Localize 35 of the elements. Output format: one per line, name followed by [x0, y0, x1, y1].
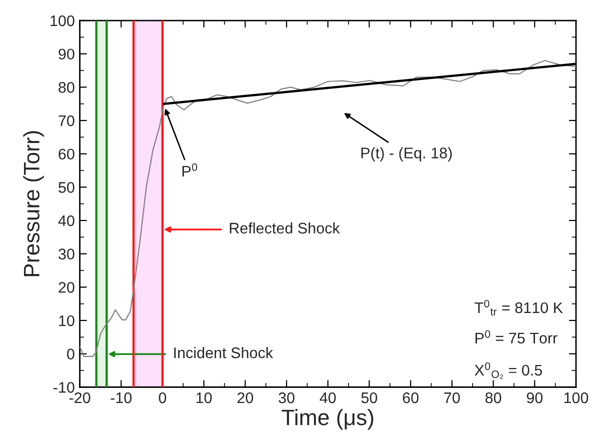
x-tick-label: 0: [158, 392, 166, 404]
y-tick-label: 40: [58, 215, 74, 226]
y-tick-label: 90: [58, 48, 74, 60]
x-axis-title: Time (μs): [282, 409, 374, 430]
y-tick-label: 70: [58, 115, 74, 126]
y-tick-label: 0: [67, 348, 74, 360]
x-tick-label: -20: [69, 392, 90, 404]
ref-line-label: Reflected Shock: [230, 222, 340, 234]
annotation: X$^{0}$$_{O₂}$ = 0.5: [474, 362, 542, 379]
annotation: T$^{0}$$_{tr}$ = 8110 K: [474, 300, 563, 316]
y-axis-title: Pressure (Torr): [23, 131, 44, 276]
x-tick-label: 20: [237, 392, 254, 404]
x-tick-label: 10: [196, 392, 212, 404]
x-tick-label: 50: [361, 392, 378, 404]
y-tick-label: 10: [59, 315, 74, 326]
ref-line-label: Incident Shock: [174, 347, 274, 358]
y-tick-label: 60: [58, 148, 74, 160]
x-tick-label: 40: [320, 392, 336, 404]
y-tick-label: 20: [58, 282, 74, 293]
line-series: [80, 60, 576, 358]
x-tick-label: -10: [110, 392, 132, 404]
x-tick-label: 100: [564, 392, 588, 404]
y-tick-label: 80: [58, 82, 74, 93]
x-tick-label: 60: [402, 392, 418, 404]
y-tick-label: -10: [54, 382, 74, 393]
x-tick-label: 70: [444, 392, 460, 404]
annotation: P(t) - (Eq. 18): [361, 147, 452, 162]
y-tick-label: 30: [58, 248, 74, 260]
y-tick-label: 100: [50, 15, 74, 26]
annotation: P$^{0}$ = 75 Torr: [476, 330, 558, 344]
x-tick-label: 80: [485, 392, 502, 404]
x-tick-label: 90: [526, 392, 543, 404]
x-tick-label: 30: [278, 392, 294, 404]
annotation: P$^{0}$: [182, 163, 198, 177]
y-tick-label: 50: [58, 182, 74, 193]
